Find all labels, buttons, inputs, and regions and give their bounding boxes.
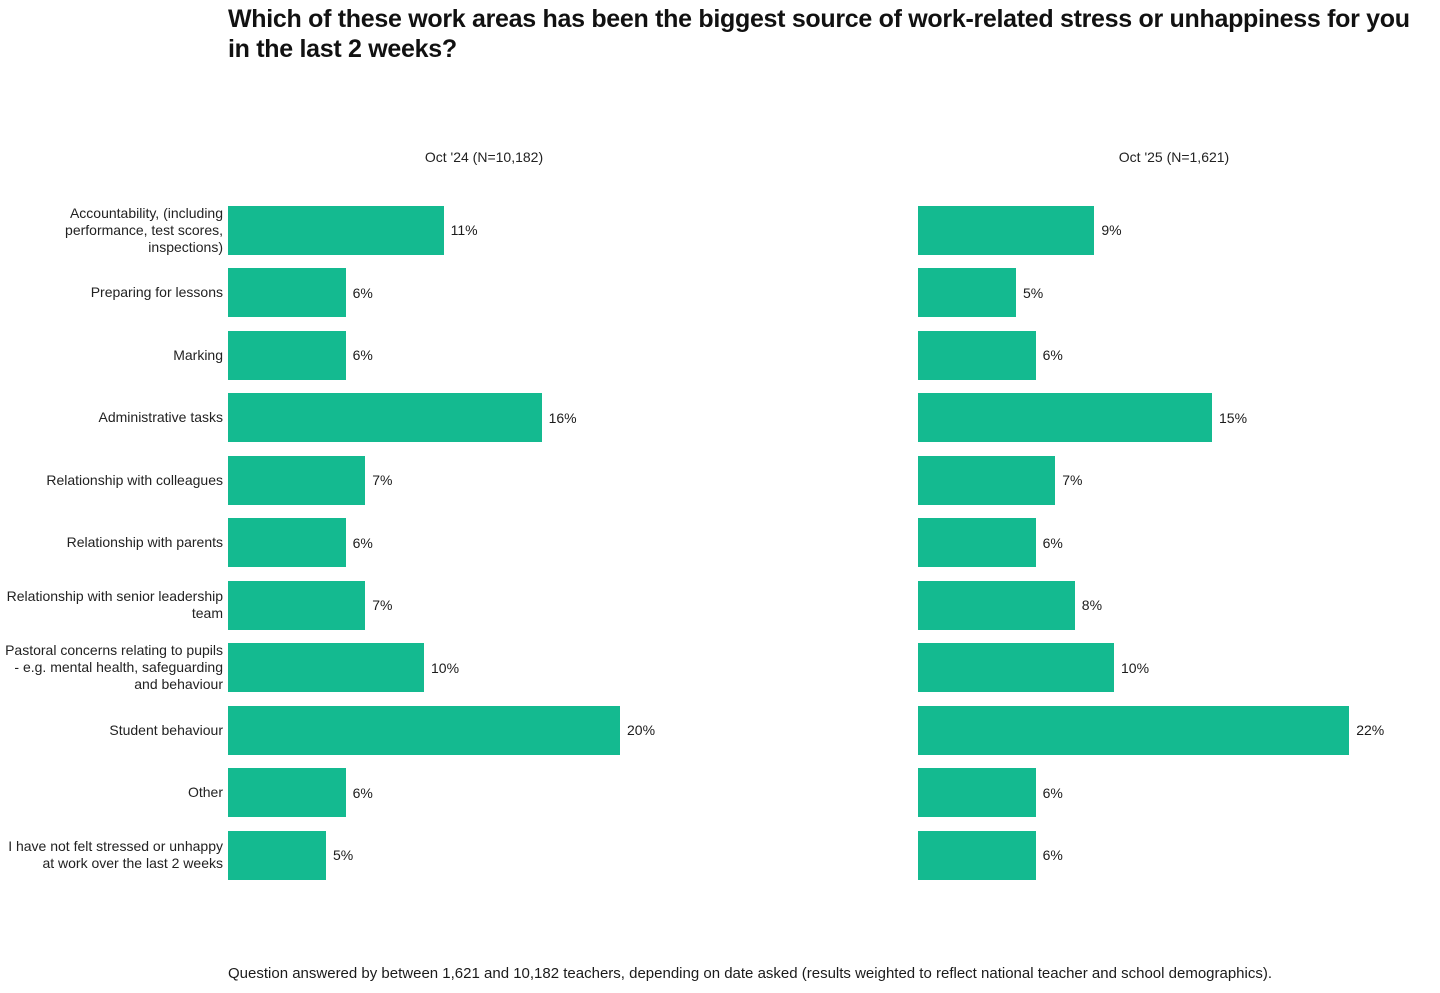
value-label-oct25: 6% <box>1042 534 1063 551</box>
panel-header-oct24: Oct '24 (N=10,182) <box>424 149 544 165</box>
category-label: I have not felt stressed or unhappy at w… <box>8 838 223 871</box>
bar-oct24[interactable] <box>228 455 366 505</box>
bar-oct25[interactable] <box>918 455 1056 505</box>
value-label-oct24: 6% <box>352 284 373 301</box>
bar-oct25[interactable] <box>918 268 1016 317</box>
value-label-oct25: 9% <box>1101 222 1122 238</box>
bar-oct25[interactable] <box>918 330 1036 380</box>
bar-oct24[interactable] <box>228 268 346 317</box>
bar-oct24[interactable] <box>228 518 346 567</box>
category-label: Marking <box>173 346 223 363</box>
bar-oct24[interactable] <box>228 205 444 255</box>
bar-oct25[interactable] <box>918 205 1095 255</box>
category-label: Preparing for lessons <box>90 284 223 300</box>
value-label-oct25: 6% <box>1042 847 1063 863</box>
value-label-oct25: 22% <box>1356 722 1385 738</box>
category-label: Other <box>187 784 223 800</box>
bar-oct25[interactable] <box>918 830 1036 880</box>
value-label-oct25: 8% <box>1081 597 1103 613</box>
value-label-oct24: 5% <box>333 847 354 863</box>
bar-oct24[interactable] <box>228 830 326 880</box>
value-label-oct24: 7% <box>372 597 393 613</box>
category-label: Relationship with colleagues <box>46 471 223 488</box>
value-label-oct25: 15% <box>1219 409 1248 426</box>
bar-oct24[interactable] <box>228 643 424 692</box>
category-label: Administrative tasks <box>98 409 223 425</box>
value-label-oct24: 6% <box>352 347 373 363</box>
value-label-oct24: 7% <box>372 472 393 488</box>
bar-oct24[interactable] <box>228 705 620 755</box>
bar-oct25[interactable] <box>918 643 1114 692</box>
value-label-oct24: 6% <box>352 534 373 551</box>
value-label-oct25: 10% <box>1121 659 1150 676</box>
bar-oct25[interactable] <box>918 580 1075 630</box>
category-label: Pastoral concerns relating to pupils - e… <box>5 642 223 692</box>
category-label: Relationship with parents <box>66 534 223 550</box>
value-label-oct25: 7% <box>1062 472 1083 488</box>
chart-footnote: Question answered by between 1,621 and 1… <box>228 965 1273 982</box>
category-label: Student behaviour <box>109 721 223 738</box>
chart-title: Which of these work areas has been the b… <box>228 5 1410 63</box>
value-label-oct24: 11% <box>450 222 478 238</box>
value-label-oct25: 6% <box>1042 784 1063 801</box>
value-label-oct24: 10% <box>431 659 460 676</box>
bar-oct24[interactable] <box>228 330 346 380</box>
bar-oct25[interactable] <box>918 393 1212 442</box>
bar-oct24[interactable] <box>228 580 366 630</box>
bar-oct24[interactable] <box>228 393 542 442</box>
bar-oct25[interactable] <box>918 518 1036 567</box>
category-label: Relationship with senior leadership team <box>6 588 223 621</box>
bar-oct25[interactable] <box>918 705 1350 755</box>
category-label: Accountability, (including performance, … <box>65 204 223 255</box>
value-label-oct24: 20% <box>627 722 656 738</box>
value-label-oct25: 6% <box>1042 347 1063 363</box>
panel-header-oct25: Oct '25 (N=1,621) <box>1118 149 1230 165</box>
bar-oct25[interactable] <box>918 768 1036 817</box>
bar-oct24[interactable] <box>228 768 346 817</box>
value-label-oct24: 16% <box>548 409 577 426</box>
value-label-oct24: 6% <box>352 784 373 801</box>
value-label-oct25: 5% <box>1023 284 1044 301</box>
